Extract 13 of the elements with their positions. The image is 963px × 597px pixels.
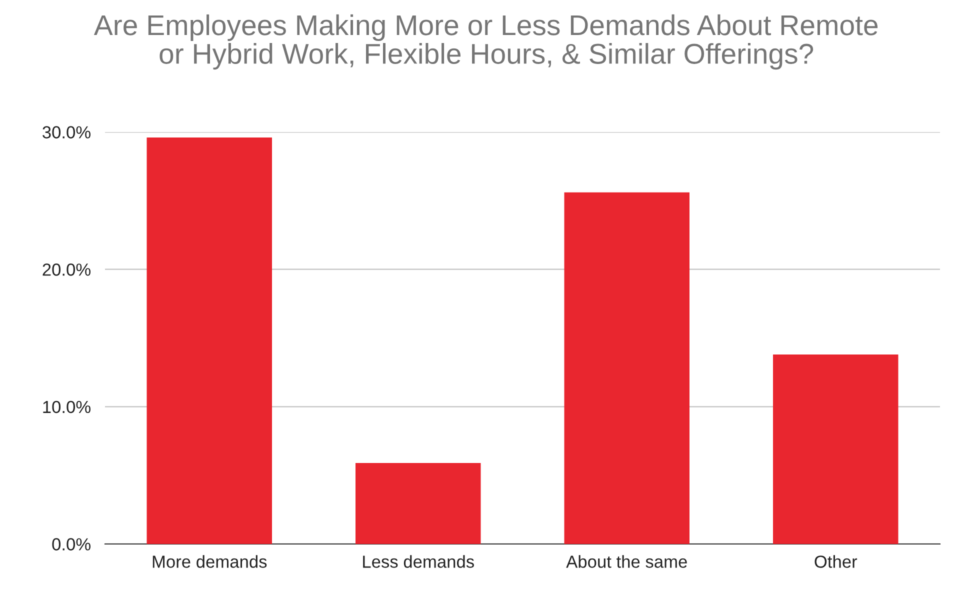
x-tick-label: About the same	[566, 555, 687, 568]
chart-title: Are Employees Making More or Less Demands About Remote or Hybrid Work, Flexible Hours, & Similar Offerings?	[94, 14, 878, 70]
y-tick-label: 30.0%	[42, 126, 90, 138]
y-tick-label: 0.0%	[52, 538, 90, 550]
y-tick-label: 10.0%	[43, 400, 90, 414]
bar	[564, 192, 690, 544]
bar	[773, 354, 898, 544]
y-tick-label: 20.0%	[42, 264, 90, 276]
bar	[356, 462, 481, 544]
x-tick-label: More demands	[152, 555, 267, 568]
x-tick-label: Less demands	[363, 555, 474, 568]
bar	[146, 137, 272, 544]
x-tick-label: Other	[814, 555, 858, 568]
